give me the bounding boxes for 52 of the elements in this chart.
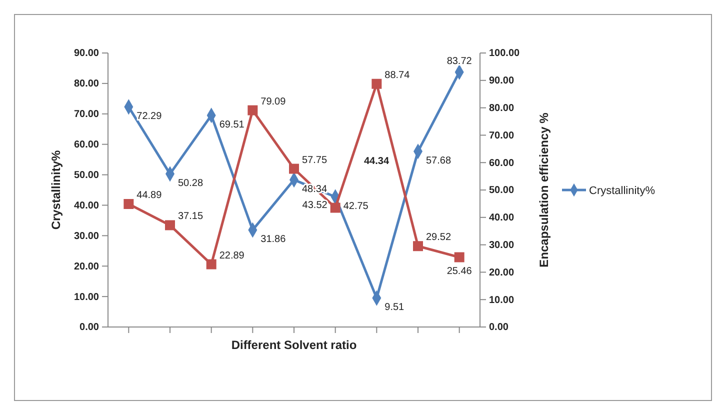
y2-tick-label: 70.00 [489, 130, 514, 142]
data-label: 83.72 [446, 56, 472, 68]
y2-tick-label: 100.00 [489, 48, 520, 60]
point [413, 241, 423, 252]
y-tick-label: 90.00 [74, 48, 100, 60]
data-label: 72.29 [136, 110, 162, 122]
legend-label: Crystallinity% [589, 185, 656, 197]
y2-tick-label: 40.00 [489, 212, 514, 224]
data-label: 25.46 [446, 266, 472, 278]
data-label: 50.28 [178, 178, 204, 189]
y2-tick-label: 10.00 [489, 294, 514, 306]
data-label: 44.89 [136, 190, 162, 201]
point [454, 252, 464, 262]
data-label: 43.52 [302, 200, 328, 211]
y-tick-label: 40.00 [74, 200, 100, 212]
y2-tick-label: 60.00 [489, 158, 514, 169]
y2-tick-label: 0.00 [489, 322, 509, 334]
data-label: 9.51 [384, 302, 405, 314]
y-axis-title: Crystallinity% [49, 150, 63, 230]
data-label: 88.74 [384, 70, 410, 81]
data-label: 29.52 [426, 232, 452, 244]
y-tick-label: 80.00 [74, 78, 100, 90]
point [372, 78, 382, 89]
data-label: 79.09 [260, 96, 286, 108]
point [248, 105, 258, 116]
data-label: 42.75 [343, 200, 369, 212]
y-tick-label: 0.00 [80, 322, 100, 334]
point [330, 202, 340, 213]
data-label: 31.86 [260, 234, 286, 246]
data-label: 22.89 [219, 250, 245, 262]
y-tick-label: 50.00 [74, 170, 100, 181]
data-label: 57.68 [426, 155, 452, 166]
y2-axis-title: Encapsulation efficiency % [537, 112, 551, 268]
point [289, 164, 299, 174]
y2-tick-label: 90.00 [489, 76, 514, 87]
y-tick-label: 10.00 [74, 292, 100, 303]
x-axis-title: Different Solvent ratio [231, 338, 357, 352]
y-tick-label: 20.00 [74, 261, 100, 272]
y2-tick-label: 80.00 [489, 103, 514, 114]
data-label: 69.51 [219, 119, 245, 130]
y2-tick-label: 20.00 [489, 267, 514, 278]
y-tick-label: 70.00 [74, 109, 100, 120]
data-label: 57.75 [302, 154, 328, 166]
data-label: 37.15 [178, 211, 204, 222]
point [206, 259, 216, 270]
y2-tick-label: 50.00 [489, 185, 514, 196]
y-tick-label: 30.00 [74, 230, 100, 242]
annotation: 44.34 [364, 156, 390, 167]
point [124, 199, 134, 209]
y2-tick-label: 30.00 [489, 240, 514, 251]
point [165, 220, 175, 230]
y-tick-label: 60.00 [74, 140, 100, 151]
